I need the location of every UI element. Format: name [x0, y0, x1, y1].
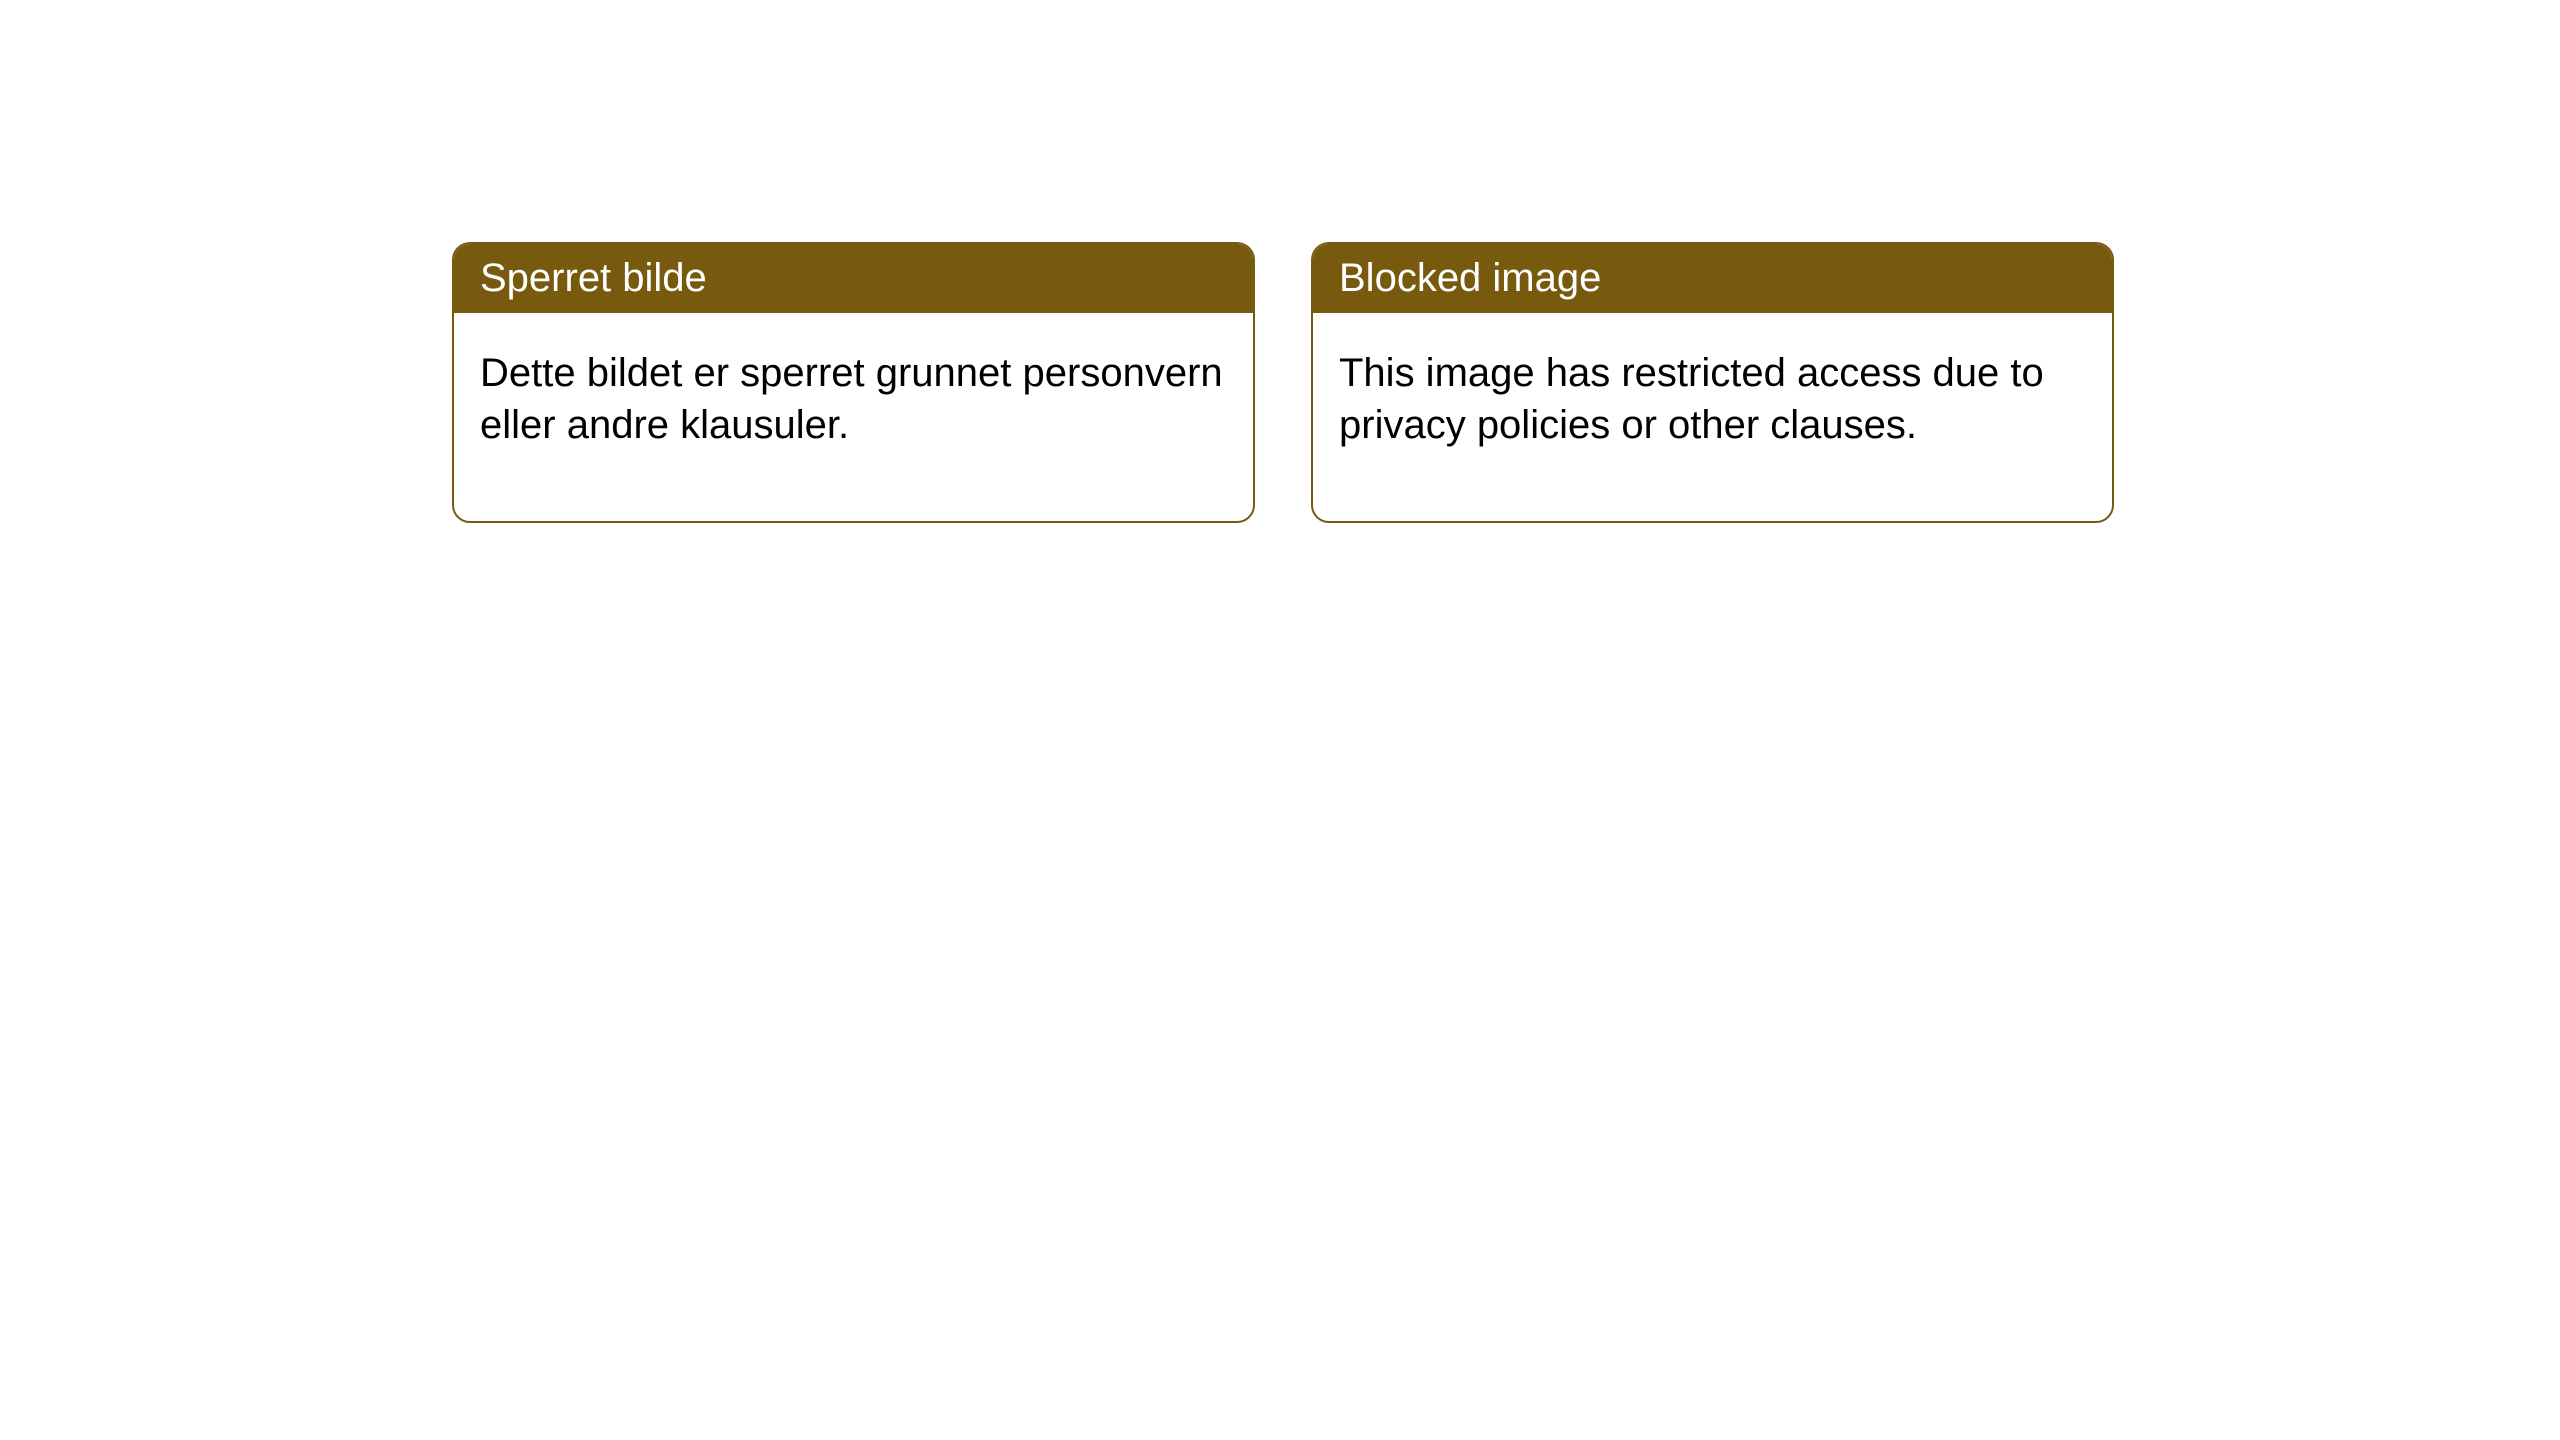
- notice-cards-container: Sperret bilde Dette bildet er sperret gr…: [0, 0, 2560, 523]
- card-body-text: Dette bildet er sperret grunnet personve…: [480, 351, 1223, 447]
- card-header: Sperret bilde: [454, 244, 1253, 313]
- card-body: Dette bildet er sperret grunnet personve…: [454, 313, 1253, 521]
- card-header: Blocked image: [1313, 244, 2112, 313]
- notice-card-english: Blocked image This image has restricted …: [1311, 242, 2114, 523]
- card-body-text: This image has restricted access due to …: [1339, 351, 2044, 447]
- notice-card-norwegian: Sperret bilde Dette bildet er sperret gr…: [452, 242, 1255, 523]
- card-body: This image has restricted access due to …: [1313, 313, 2112, 521]
- card-title: Sperret bilde: [480, 256, 707, 300]
- card-title: Blocked image: [1339, 256, 1601, 300]
